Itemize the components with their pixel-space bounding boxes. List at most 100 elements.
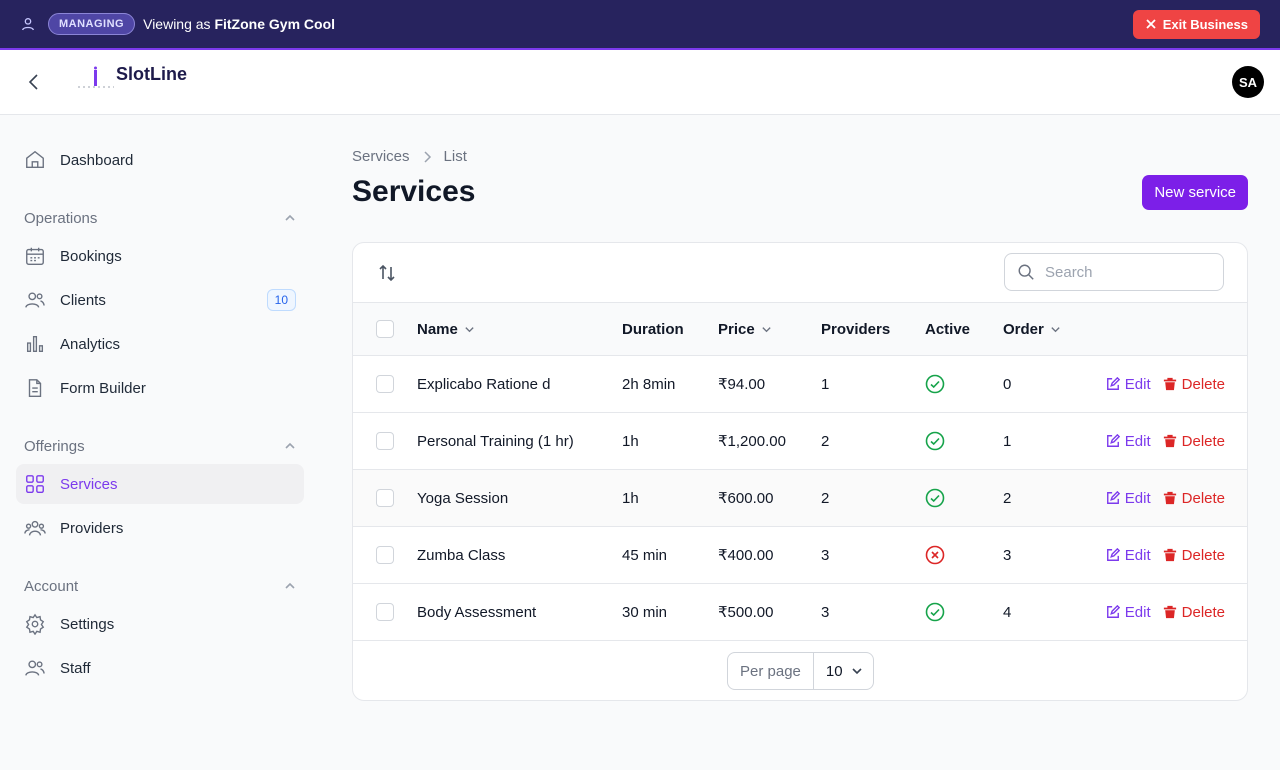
nav-item[interactable]: Clients 10 bbox=[16, 280, 304, 320]
cell-order: 4 bbox=[1003, 603, 1012, 621]
row-checkbox[interactable] bbox=[376, 546, 394, 564]
edit-action[interactable]: Edit bbox=[1106, 376, 1151, 393]
search-input[interactable]: Search bbox=[1004, 253, 1224, 291]
cell-price: ₹1,200.00 bbox=[718, 433, 786, 450]
column-header[interactable]: Order bbox=[1003, 303, 1061, 355]
cell-price: ₹94.00 bbox=[718, 376, 766, 393]
nav-icon bbox=[26, 335, 44, 353]
nav-label: Providers bbox=[60, 519, 124, 537]
column-label: Name bbox=[417, 320, 458, 338]
group-label: Operations bbox=[24, 209, 98, 227]
services-table: Search Name Duration Price Providers Active O… bbox=[352, 242, 1248, 701]
group-label: Offerings bbox=[24, 437, 85, 455]
edit-label: Edit bbox=[1124, 432, 1151, 450]
select-all-checkbox[interactable] bbox=[376, 320, 394, 338]
per-page-control[interactable]: Per page 10 bbox=[727, 652, 874, 690]
user-avatar[interactable]: SA bbox=[1232, 66, 1264, 98]
cell-active bbox=[925, 470, 945, 526]
cell-name: Yoga Session bbox=[417, 489, 509, 507]
logo bbox=[78, 66, 114, 88]
delete-action[interactable]: Delete bbox=[1163, 490, 1225, 507]
breadcrumb: Services List bbox=[352, 148, 467, 165]
table-row: Zumba Class 45 min ₹400.00 3 3 Edit Delete bbox=[353, 526, 1247, 583]
edit-label: Edit bbox=[1124, 375, 1151, 393]
nav-group-title[interactable]: Operations bbox=[16, 200, 304, 236]
row-checkbox[interactable] bbox=[376, 432, 394, 450]
nav-icon bbox=[25, 613, 45, 635]
cell-active bbox=[925, 356, 945, 412]
table-row: Body Assessment 30 min ₹500.00 3 4 Edit Delete bbox=[353, 583, 1247, 640]
sort-toggle[interactable] bbox=[377, 263, 397, 283]
nav-item[interactable]: Staff bbox=[16, 648, 304, 688]
edit-action[interactable]: Edit bbox=[1106, 490, 1151, 507]
breadcrumb-link[interactable]: Services bbox=[352, 148, 410, 165]
nav-item[interactable]: Bookings bbox=[16, 236, 304, 276]
cell-price: ₹500.00 bbox=[718, 604, 774, 621]
delete-label: Delete bbox=[1181, 375, 1225, 393]
nav-icon bbox=[24, 520, 46, 536]
exit-label: Exit Business bbox=[1162, 16, 1248, 32]
nav-item[interactable]: Analytics bbox=[16, 324, 304, 364]
nav-item[interactable]: Settings bbox=[16, 604, 304, 644]
nav-group-title[interactable]: Account bbox=[16, 568, 304, 604]
active-icon bbox=[925, 488, 945, 508]
nav-item[interactable]: Form Builder bbox=[16, 368, 304, 408]
delete-label: Delete bbox=[1181, 603, 1225, 621]
nav-item[interactable]: Services bbox=[16, 464, 304, 504]
column-header[interactable]: Price bbox=[718, 303, 772, 355]
row-checkbox[interactable] bbox=[376, 489, 394, 507]
page-title: Services bbox=[352, 175, 476, 208]
column-header: Providers bbox=[821, 303, 890, 355]
column-header[interactable]: Name bbox=[417, 303, 475, 355]
delete-action[interactable]: Delete bbox=[1163, 433, 1225, 450]
delete-action[interactable]: Delete bbox=[1163, 547, 1225, 564]
user-icon bbox=[22, 18, 34, 31]
cell-active bbox=[925, 584, 945, 640]
cell-order: 2 bbox=[1003, 489, 1012, 507]
breadcrumb-current: List bbox=[443, 148, 467, 165]
inactive-icon bbox=[925, 545, 945, 565]
edit-action[interactable]: Edit bbox=[1106, 547, 1151, 564]
cell-active bbox=[925, 527, 945, 583]
cell-providers: 2 bbox=[821, 489, 830, 507]
nav-item[interactable]: Dashboard bbox=[16, 140, 304, 180]
active-icon bbox=[925, 374, 945, 394]
cell-order: 3 bbox=[1003, 546, 1012, 564]
cell-name: Personal Training (1 hr) bbox=[417, 432, 574, 450]
cell-duration: 2h 8min bbox=[622, 375, 676, 393]
table-row: Explicabo Ratione d 2h 8min ₹94.00 1 0 Edit De… bbox=[353, 355, 1247, 412]
nav-label: Dashboard bbox=[60, 151, 134, 169]
exit-business-button[interactable]: Exit Business bbox=[1132, 9, 1260, 39]
delete-action[interactable]: Delete bbox=[1163, 604, 1225, 621]
back-button[interactable] bbox=[26, 74, 42, 90]
nav-icon bbox=[25, 292, 45, 308]
row-checkbox[interactable] bbox=[376, 603, 394, 621]
edit-action[interactable]: Edit bbox=[1106, 604, 1151, 621]
delete-action[interactable]: Delete bbox=[1163, 376, 1225, 393]
cell-name: Body Assessment bbox=[417, 603, 537, 621]
edit-label: Edit bbox=[1124, 489, 1151, 507]
new-service-button[interactable]: New service bbox=[1142, 175, 1248, 210]
nav-label: Staff bbox=[60, 659, 91, 677]
business-name: FitZone Gym Cool bbox=[214, 16, 336, 32]
nav-label: Analytics bbox=[60, 335, 121, 353]
nav-group-title[interactable]: Offerings bbox=[16, 428, 304, 464]
cell-name: Explicabo Ratione d bbox=[417, 375, 551, 393]
nav-item[interactable]: Providers bbox=[16, 508, 304, 548]
nav-label: Form Builder bbox=[60, 379, 146, 397]
edit-label: Edit bbox=[1124, 603, 1151, 621]
row-checkbox[interactable] bbox=[376, 375, 394, 393]
table-row: Yoga Session 1h ₹600.00 2 2 Edit Delete bbox=[353, 469, 1247, 526]
cell-price: ₹400.00 bbox=[718, 547, 774, 564]
cell-duration: 45 min bbox=[622, 546, 668, 564]
column-label: Providers bbox=[821, 320, 891, 338]
column-label: Price bbox=[718, 320, 755, 338]
cell-price: ₹600.00 bbox=[718, 490, 774, 507]
edit-action[interactable]: Edit bbox=[1106, 433, 1151, 450]
cell-providers: 3 bbox=[821, 546, 830, 564]
brand-name: SlotLine bbox=[116, 64, 187, 84]
active-icon bbox=[925, 602, 945, 622]
delete-label: Delete bbox=[1181, 489, 1225, 507]
nav-icon bbox=[26, 475, 44, 493]
